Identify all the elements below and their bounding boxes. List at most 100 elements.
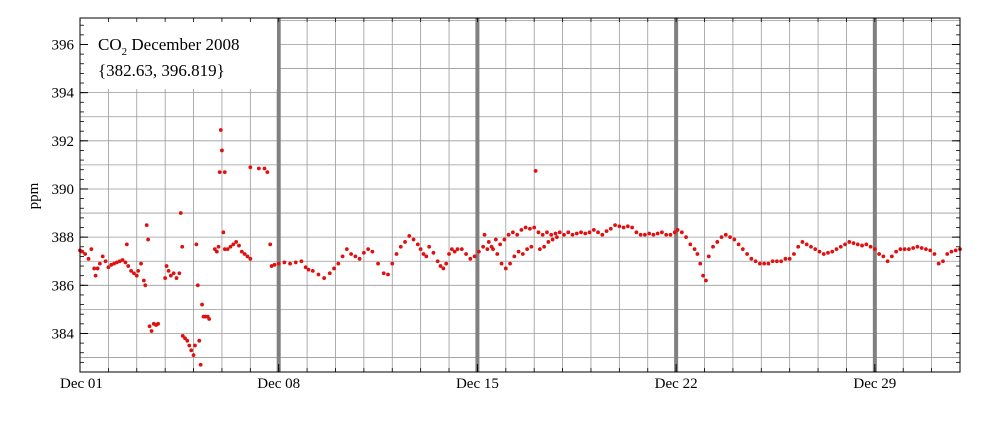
data-point (332, 266, 336, 271)
data-point (103, 259, 108, 264)
data-point (621, 225, 626, 230)
data-point (604, 229, 609, 234)
data-point (303, 265, 308, 270)
data-point (415, 242, 420, 247)
data-point (349, 252, 353, 256)
data-point (813, 247, 818, 252)
y-tick-label: 388 (52, 230, 75, 246)
data-point (643, 232, 647, 237)
data-point (136, 268, 141, 273)
data-point (276, 261, 281, 266)
data-point (557, 230, 562, 235)
x-tick-label: Dec 29 (853, 376, 896, 392)
data-point (542, 244, 547, 249)
data-point (499, 261, 504, 266)
data-point (550, 237, 555, 242)
data-point (796, 244, 801, 249)
data-point (651, 232, 656, 237)
x-tick-label: Dec 08 (257, 376, 300, 392)
data-point (634, 230, 639, 235)
data-point (506, 232, 511, 237)
data-point (100, 254, 105, 259)
x-tick-label: Dec 15 (456, 376, 499, 392)
y-axis-label: ppm (26, 182, 42, 209)
data-point (106, 265, 111, 270)
data-point (424, 254, 429, 259)
data-point (583, 231, 588, 236)
data-point (237, 243, 241, 248)
data-point (80, 249, 85, 254)
data-point (222, 170, 227, 175)
data-point (228, 244, 233, 249)
data-point (868, 244, 873, 249)
data-point (792, 252, 796, 256)
data-point (894, 249, 899, 254)
data-point (231, 242, 236, 247)
data-point (546, 240, 551, 244)
data-point (498, 242, 503, 247)
data-point (83, 252, 88, 256)
data-point (421, 252, 426, 256)
data-point (704, 278, 708, 283)
data-point (115, 260, 119, 265)
data-point (139, 261, 143, 266)
data-point (455, 247, 460, 252)
data-point (562, 232, 566, 237)
data-point (200, 302, 204, 307)
data-point (949, 249, 954, 254)
data-point (123, 260, 128, 265)
data-point (268, 242, 273, 247)
data-point (86, 256, 91, 261)
data-point (881, 254, 886, 259)
data-point (647, 231, 652, 236)
data-point (591, 228, 596, 232)
data-point (89, 247, 94, 252)
data-point (447, 252, 451, 256)
data-point (376, 261, 380, 266)
data-point (220, 148, 224, 153)
title-background (81, 19, 277, 89)
data-point (625, 224, 630, 229)
data-point (187, 343, 192, 348)
data-point (775, 259, 779, 264)
data-point (804, 242, 809, 247)
data-point (144, 223, 149, 228)
data-point (452, 249, 457, 254)
data-point (540, 232, 545, 237)
data-point (523, 225, 528, 230)
data-point (728, 235, 732, 240)
data-point (92, 266, 97, 271)
y-tick-label: 386 (52, 278, 75, 294)
data-point (885, 259, 890, 264)
data-point (817, 249, 822, 254)
data-point (553, 231, 558, 236)
data-point (787, 256, 792, 261)
data-point (234, 240, 239, 244)
data-point (164, 264, 169, 268)
data-point (482, 232, 487, 237)
data-point (178, 211, 183, 215)
data-point (668, 232, 673, 237)
data-point (418, 247, 423, 252)
data-point (533, 169, 538, 173)
data-point (180, 244, 185, 249)
x-tick-label: Dec 22 (655, 376, 698, 392)
data-point (898, 247, 903, 252)
data-point (834, 247, 839, 252)
data-point (431, 250, 436, 255)
data-point (655, 231, 660, 236)
data-point (516, 249, 521, 254)
data-point (481, 244, 485, 249)
data-point (915, 244, 920, 249)
data-point (579, 230, 583, 235)
data-point (630, 225, 635, 230)
data-point (222, 247, 227, 252)
data-point (449, 247, 454, 252)
data-point (924, 247, 928, 252)
data-point (555, 235, 559, 240)
data-point (427, 244, 432, 249)
data-point (613, 223, 617, 228)
data-point (757, 261, 762, 266)
data-point (242, 252, 247, 256)
